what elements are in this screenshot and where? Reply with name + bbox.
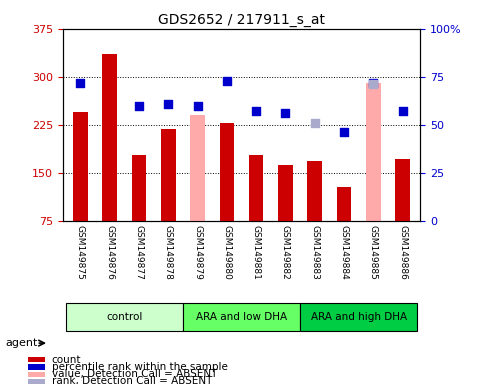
Point: [76, 79, 84, 86]
Point: [340, 129, 348, 136]
Text: control: control: [106, 312, 142, 322]
Text: GSM149884: GSM149884: [340, 225, 349, 280]
Point: [369, 79, 377, 86]
Bar: [300, 303, 417, 331]
Text: GSM149883: GSM149883: [310, 225, 319, 280]
Bar: [220, 123, 234, 221]
Bar: [249, 155, 263, 221]
Point: [164, 101, 172, 107]
Bar: [337, 187, 351, 221]
Bar: [66, 303, 183, 331]
Bar: [132, 155, 146, 221]
Bar: [161, 129, 176, 221]
Point: [369, 81, 377, 88]
Bar: [28, 379, 45, 384]
Text: GSM149886: GSM149886: [398, 225, 407, 280]
Text: ARA and high DHA: ARA and high DHA: [311, 312, 407, 322]
Text: GSM149876: GSM149876: [105, 225, 114, 280]
Text: value, Detection Call = ABSENT: value, Detection Call = ABSENT: [52, 369, 217, 379]
Bar: [73, 112, 88, 221]
Bar: [28, 364, 45, 369]
Text: GSM149880: GSM149880: [222, 225, 231, 280]
Bar: [28, 372, 45, 377]
Bar: [190, 115, 205, 221]
Text: GSM149878: GSM149878: [164, 225, 173, 280]
Text: GSM149882: GSM149882: [281, 225, 290, 280]
Bar: [28, 357, 45, 362]
Text: agent: agent: [5, 338, 37, 348]
Text: ARA and low DHA: ARA and low DHA: [196, 312, 287, 322]
Text: count: count: [52, 354, 81, 364]
Point: [311, 120, 319, 126]
Bar: [183, 303, 300, 331]
Point: [282, 110, 289, 116]
Point: [194, 103, 201, 109]
Text: GSM149885: GSM149885: [369, 225, 378, 280]
Text: rank, Detection Call = ABSENT: rank, Detection Call = ABSENT: [52, 376, 212, 384]
Bar: [366, 83, 381, 221]
Text: GSM149881: GSM149881: [252, 225, 261, 280]
Point: [135, 103, 143, 109]
Point: [252, 108, 260, 114]
Text: GDS2652 / 217911_s_at: GDS2652 / 217911_s_at: [158, 13, 325, 27]
Bar: [278, 165, 293, 221]
Point: [399, 108, 407, 114]
Text: GSM149875: GSM149875: [76, 225, 85, 280]
Bar: [102, 55, 117, 221]
Text: GSM149879: GSM149879: [193, 225, 202, 280]
Bar: [395, 159, 410, 221]
Point: [223, 78, 231, 84]
Text: GSM149877: GSM149877: [134, 225, 143, 280]
Bar: [307, 161, 322, 221]
Text: percentile rank within the sample: percentile rank within the sample: [52, 362, 227, 372]
